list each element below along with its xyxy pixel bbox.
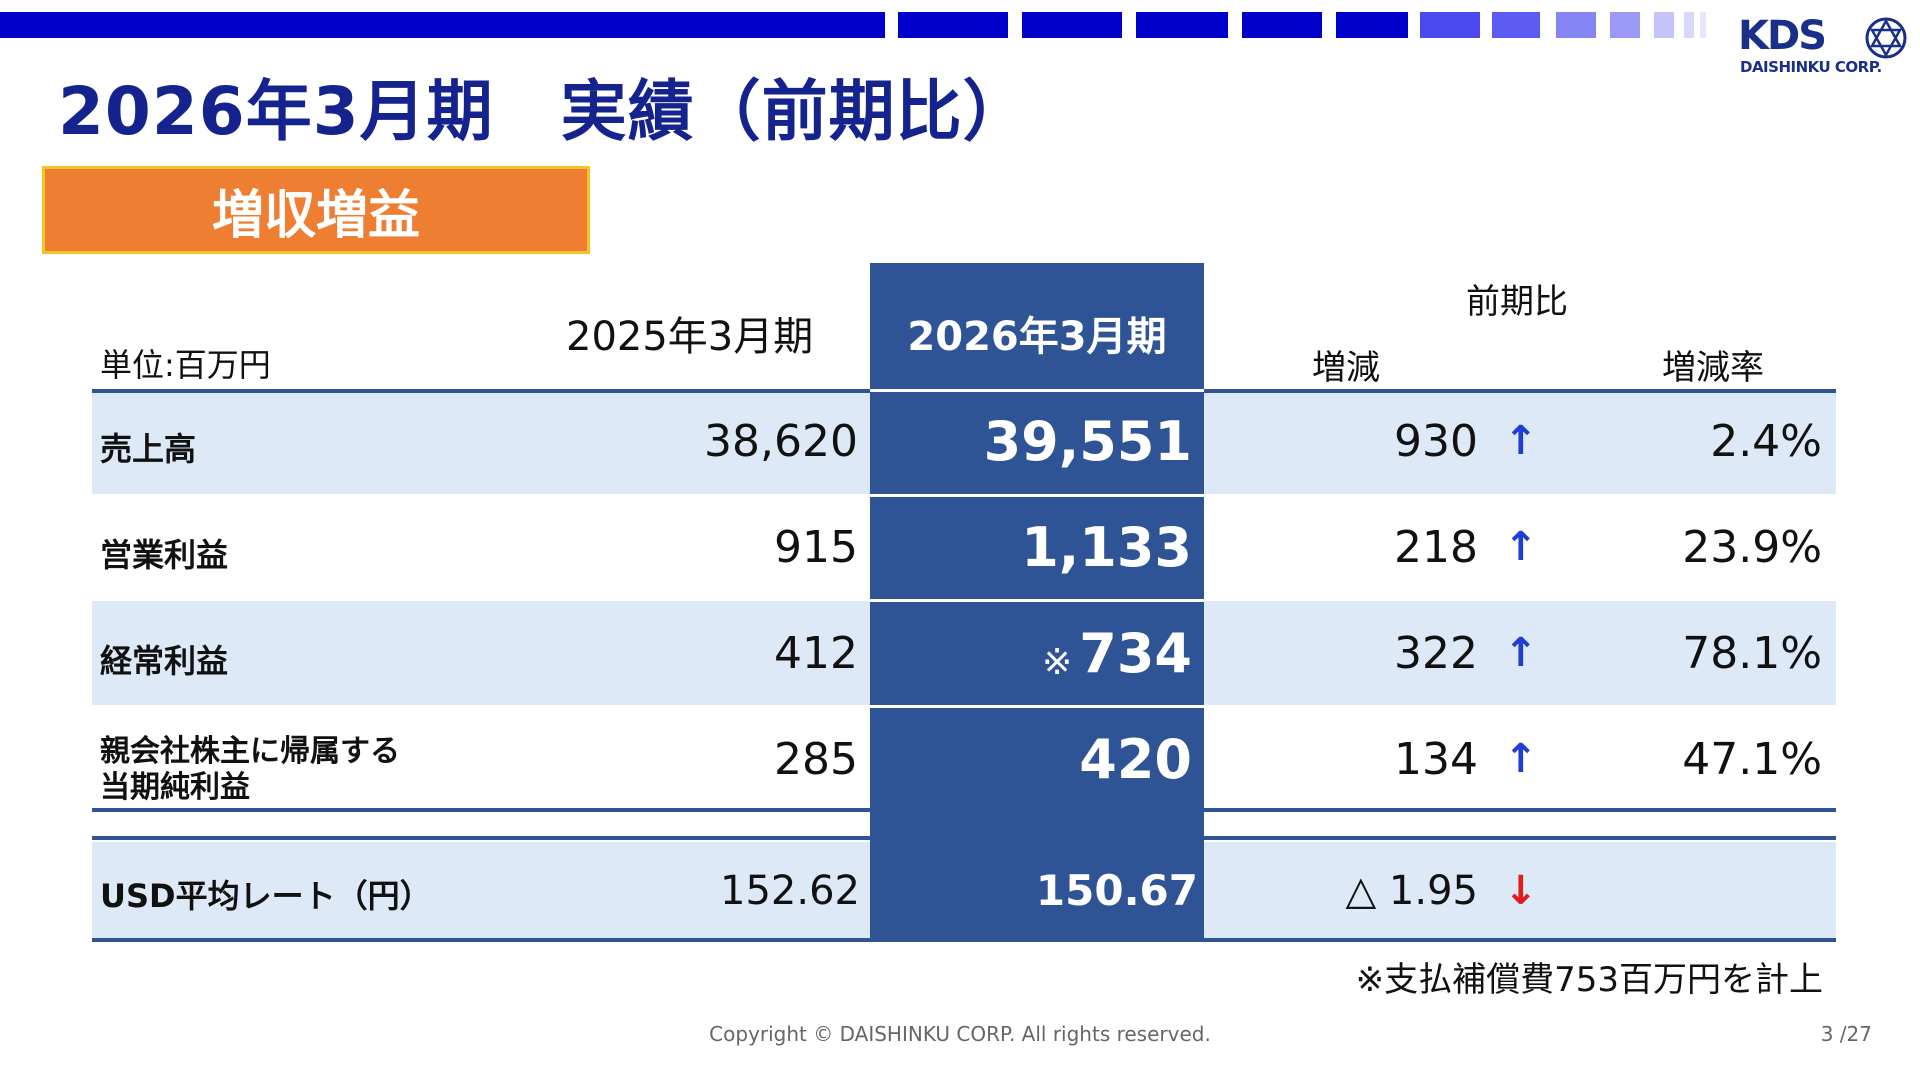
copyright: Copyright © DAISHINKU CORP. All rights r… [709, 1022, 1211, 1046]
usd-rule-bottom [92, 938, 1836, 942]
current-value: 734 [1079, 622, 1192, 685]
arrow-up-icon: ↑ [1504, 524, 1538, 570]
rate-value: 78.1% [1682, 628, 1822, 679]
column-header-rate: 増減率 [1662, 348, 1764, 388]
logo-text: KDS [1738, 13, 1827, 59]
arrow-up-icon: ↑ [1504, 736, 1538, 782]
arrow-up-icon: ↑ [1504, 630, 1538, 676]
page-title: 2026年3月期 実績（前期比） [58, 73, 1030, 150]
row-label: 営業利益 [100, 536, 229, 574]
table-rule-bottom [92, 808, 1836, 812]
current-value: 150.67 [1035, 866, 1198, 915]
row-label-line1: 親会社株主に帰属する [100, 734, 400, 769]
page-number: 3 /27 [1820, 1022, 1872, 1046]
logo-star-icon [1865, 17, 1907, 59]
row-label-line2: 当期純利益 [100, 770, 250, 805]
rate-value: 2.4% [1710, 416, 1822, 467]
summary-badge: 増収増益 [42, 166, 590, 254]
column-divider [870, 599, 1204, 602]
prev-value: 412 [774, 628, 858, 679]
arrow-down-icon: ↓ [1504, 868, 1538, 914]
column-header-current: 2026年3月期 [907, 314, 1167, 360]
note-mark: ※ [1042, 642, 1073, 683]
diff-value: △ 1.95 [1345, 868, 1478, 914]
current-value: 39,551 [983, 410, 1192, 473]
diff-value: 134 [1394, 734, 1478, 785]
logo-subtitle: DAISHINKU CORP. [1740, 58, 1882, 76]
column-divider [870, 494, 1204, 497]
column-header-prev: 2025年3月期 [566, 314, 814, 360]
unit-label: 単位:百万円 [100, 346, 271, 384]
prev-value: 915 [774, 522, 858, 573]
footnote: ※支払補償費753百万円を計上 [1355, 960, 1823, 1000]
column-divider [870, 705, 1204, 708]
current-value: 1,133 [1021, 516, 1192, 579]
prev-value: 152.62 [720, 868, 860, 914]
prev-value: 285 [774, 734, 858, 785]
diff-value: 322 [1394, 628, 1478, 679]
company-logo: KDS DAISHINKU CORP. [1738, 14, 1908, 76]
row-label: 売上高 [100, 430, 197, 468]
rate-value: 47.1% [1682, 734, 1822, 785]
prev-value: 38,620 [704, 416, 858, 467]
diff-value: 218 [1394, 522, 1478, 573]
arrow-up-icon: ↑ [1504, 418, 1538, 464]
diff-value: 930 [1394, 416, 1478, 467]
column-header-group: 前期比 [1466, 282, 1568, 322]
usd-rule-top [92, 836, 1836, 840]
column-header-diff: 増減 [1312, 348, 1380, 388]
column-divider [870, 389, 1204, 392]
current-value: 420 [1079, 728, 1192, 791]
row-label: 経常利益 [100, 642, 229, 680]
rate-value: 23.9% [1682, 522, 1822, 573]
top-decorative-bar [0, 12, 1710, 38]
row-label: USD平均レート（円） [100, 877, 432, 915]
